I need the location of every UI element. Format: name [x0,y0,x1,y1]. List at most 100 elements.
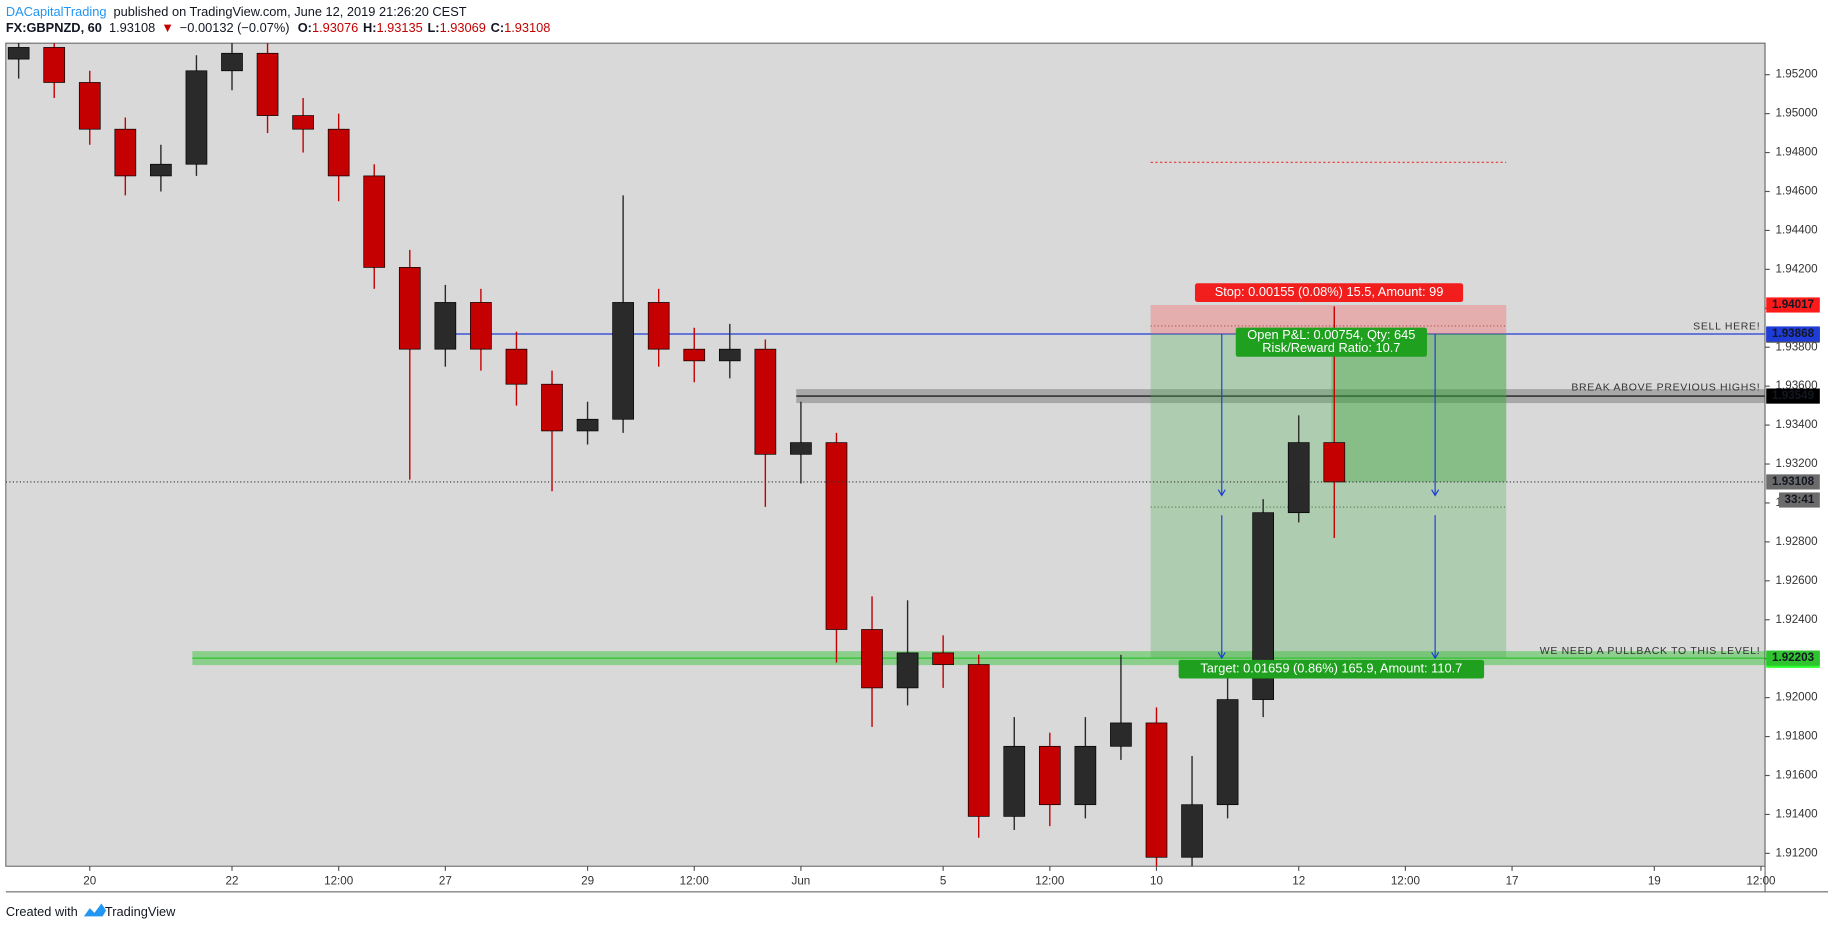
y-tick-label: 1.94200 [1776,262,1819,275]
price-badge [1766,474,1820,490]
rr-label: Risk/Reward Ratio: 10.7 [1262,340,1400,355]
candle-body [612,302,634,420]
x-tick-label: 12 [1292,874,1305,887]
candle-body [1003,745,1026,817]
candle-body [7,47,30,60]
y-tick-label: 1.94800 [1776,146,1819,159]
candle-body [1038,745,1061,806]
candle-body [1110,722,1132,747]
candle-body [754,348,777,455]
plot-layer: SELL HERE! BREAK ABOVE PREVIOUS HIGHS! WE … [5,43,1766,867]
x-tick-label: 12:00 [680,874,710,887]
x-tick-label: 12:00 [1746,874,1776,887]
position-label-box [1194,283,1464,302]
candle-body [1287,442,1310,514]
tradingview-logo[interactable] [83,903,107,917]
ohlc-key: L: [427,21,439,36]
candle-body [647,302,670,350]
change-arrow: ▼ [161,21,174,36]
candle-body [43,47,66,83]
y-tick-label: 1.92800 [1776,535,1819,548]
footer-created: Created with [6,904,78,919]
price-badge-label: 1.93549 [1772,389,1815,402]
x-tick-label: 12:00 [324,874,354,887]
footer: Created with [6,904,78,919]
candle-body [150,163,172,177]
position-label-box [1178,659,1485,679]
y-tick-label: 1.93800 [1776,340,1819,353]
candle-body [363,175,386,268]
candle-body [434,302,457,350]
candle-body [718,348,741,362]
price-badge [1766,326,1820,342]
arrow-head [1217,651,1226,660]
candle-body [292,115,314,130]
arrow-head [1431,489,1440,497]
x-tick-label: 12:00 [1035,874,1065,887]
candle-body [967,664,990,817]
y-tick-label: 1.91800 [1776,730,1819,743]
candle-body [1145,722,1168,858]
footer-brand[interactable]: TradingView [105,904,176,919]
x-tick-label: 29 [581,874,594,887]
price-badge-label: 1.93108 [1772,475,1815,488]
x-tick-label: 27 [439,874,452,887]
author[interactable]: DACapitalTrading [6,4,107,19]
candle-body [256,52,279,116]
x-tick-label: 5 [940,874,946,887]
x-tick-label: 10 [1150,874,1163,887]
candle-body [185,70,208,165]
position-label: Stop: 0.00155 (0.08%) 15.5, Amount: 99 [1215,284,1444,299]
arrow-head [1431,651,1440,660]
y-tick-label: 1.93200 [1776,457,1819,470]
header-line-2: FX:GBPNZD, 60 1.93108 ▼ −0.00132 (−0.07%… [6,21,551,36]
pnl-box [1235,327,1427,357]
symbol: FX:GBPNZD, 60 [6,21,102,36]
ohlc-key: O: [298,21,312,36]
level-label: SELL HERE! [1693,322,1760,333]
candle-body [221,52,243,72]
candle-body [1323,442,1346,483]
candle-body [78,82,101,130]
y-tick-label: 1.92000 [1776,691,1819,704]
plot-area [5,42,1766,867]
candle-body [505,348,528,385]
price-badge-label: 1.94017 [1772,298,1814,311]
header-line-1: DACapitalTrading published on TradingVie… [6,4,467,19]
arrow-head [1217,489,1226,497]
y-tick-label: 1.95000 [1776,107,1819,120]
ohlc-value: 1.93135 [376,21,422,36]
candle-body [576,418,599,432]
x-tick-label: 20 [83,874,96,887]
ohlc-key: H: [363,21,377,36]
candle-body [790,442,812,455]
candle-body [861,629,883,689]
pnl-label: Open P&L: 0.00754, Qty: 645 [1247,327,1415,342]
y-tick-label: 1.93400 [1776,418,1819,431]
price-badge [1766,297,1820,313]
candle-body [327,128,350,177]
ohlc-key: C: [491,21,505,36]
y-tick-label: 1.91400 [1776,808,1819,821]
candle-body [1216,699,1239,806]
countdown-badge [1779,492,1820,508]
last-price: 1.93108 [109,21,155,36]
y-tick-label: 1.92600 [1776,574,1819,587]
price-badge-label: 1.93868 [1772,327,1815,340]
x-tick-label: Jun [792,874,811,887]
level-label: WE NEED A PULLBACK TO THIS LEVEL! [1540,646,1761,657]
x-tick-label: 17 [1506,874,1519,887]
level-label: BREAK ABOVE PREVIOUS HIGHS! [1571,383,1760,394]
price-badge [1766,650,1820,666]
change: −0.00132 (−0.07%) [180,21,290,36]
y-tick-label: 1.94400 [1776,224,1819,237]
ohlc-value: 1.93076 [312,21,358,36]
target-zone [1150,333,1507,659]
candle-body [470,302,492,350]
candle-body [896,652,919,689]
x-tick-label: 12:00 [1391,874,1421,887]
x-tick-label: 22 [226,874,239,887]
candle-body [932,652,954,665]
